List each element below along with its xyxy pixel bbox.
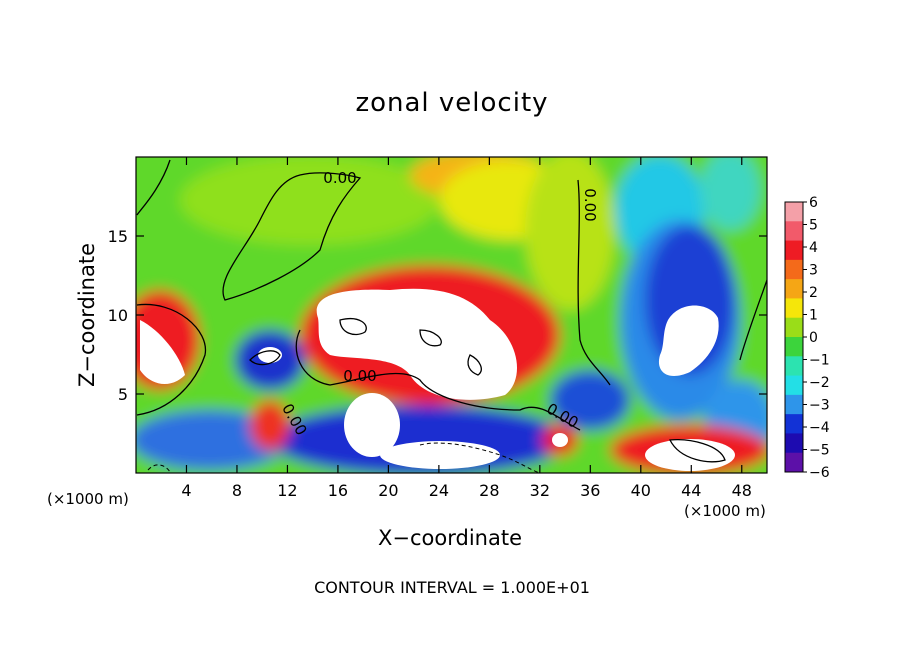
y-axis: 5 10 15 bbox=[108, 227, 767, 404]
colorbar: 6 5 4 3 2 1 0 −1 −2 −3 −4 −5 −6 bbox=[784, 195, 830, 481]
chart-title: zonal velocity bbox=[355, 88, 549, 118]
contour-interval-note: CONTOUR INTERVAL = 1.000E+01 bbox=[314, 578, 590, 597]
x-tick-label: 44 bbox=[681, 481, 701, 500]
x-tick-label: 4 bbox=[181, 481, 191, 500]
y-tick-label: 5 bbox=[118, 385, 128, 404]
x-tick-label: 48 bbox=[732, 481, 752, 500]
x-tick-label: 12 bbox=[277, 481, 297, 500]
contour-label: 0.00 bbox=[323, 169, 356, 187]
x-tick-label: 20 bbox=[378, 481, 398, 500]
colorbar-swatch bbox=[785, 259, 803, 280]
x-unit-left: (×1000 m) bbox=[47, 490, 129, 508]
colorbar-swatch bbox=[785, 394, 803, 415]
colorbar-tick-label: −4 bbox=[809, 420, 830, 436]
y-tick-label: 15 bbox=[108, 227, 128, 246]
colorbar-swatch bbox=[785, 202, 803, 222]
x-tick-label: 40 bbox=[631, 481, 651, 500]
x-axis: 4 8 12 16 20 24 28 32 36 40 44 48 bbox=[181, 157, 752, 500]
colorbar-swatch bbox=[785, 298, 803, 319]
x-axis-label: X−coordinate bbox=[378, 526, 522, 550]
colorbar-swatch bbox=[785, 452, 803, 473]
y-tick-label: 10 bbox=[108, 306, 128, 325]
colorbar-swatch bbox=[785, 279, 803, 299]
velocity-field bbox=[136, 157, 767, 473]
colorbar-tick-label: −3 bbox=[809, 398, 830, 414]
colorbar-swatch bbox=[785, 433, 803, 454]
colorbar-swatch bbox=[785, 337, 803, 357]
y-axis-label: Z−coordinate bbox=[75, 243, 99, 387]
x-tick-label: 8 bbox=[232, 481, 242, 500]
colorbar-tick-label: 2 bbox=[809, 285, 818, 301]
colorbar-tick-label: 6 bbox=[809, 195, 818, 211]
x-tick-label: 16 bbox=[328, 481, 348, 500]
contour-label: 0.00 bbox=[581, 188, 599, 221]
colorbar-tick-label: 3 bbox=[809, 263, 818, 279]
colorbar-swatch bbox=[785, 221, 803, 242]
colorbar-tick-label: −1 bbox=[809, 353, 830, 369]
colorbar-tick-label: −2 bbox=[809, 375, 830, 391]
colorbar-swatch bbox=[785, 414, 803, 434]
x-tick-label: 32 bbox=[530, 481, 550, 500]
colorbar-tick-label: −5 bbox=[809, 443, 830, 459]
x-unit-right: (×1000 m) bbox=[684, 502, 766, 520]
colorbar-tick-label: 1 bbox=[809, 308, 818, 324]
colorbar-tick-label: 5 bbox=[809, 218, 818, 234]
contour-label: 0.00 bbox=[343, 367, 376, 385]
colorbar-swatch bbox=[785, 375, 803, 396]
contour-lines: 0.000.000.000.00 0.00 bbox=[136, 159, 767, 473]
colorbar-swatch bbox=[785, 356, 803, 377]
colorbar-tick-label: −6 bbox=[809, 465, 830, 481]
colorbar-swatch bbox=[785, 317, 803, 338]
colorbar-swatch bbox=[785, 240, 803, 261]
x-tick-label: 28 bbox=[479, 481, 499, 500]
colorbar-tick-label: 0 bbox=[809, 330, 818, 346]
x-tick-label: 36 bbox=[580, 481, 600, 500]
colorbar-tick-label: 4 bbox=[809, 240, 818, 256]
x-tick-label: 24 bbox=[429, 481, 449, 500]
